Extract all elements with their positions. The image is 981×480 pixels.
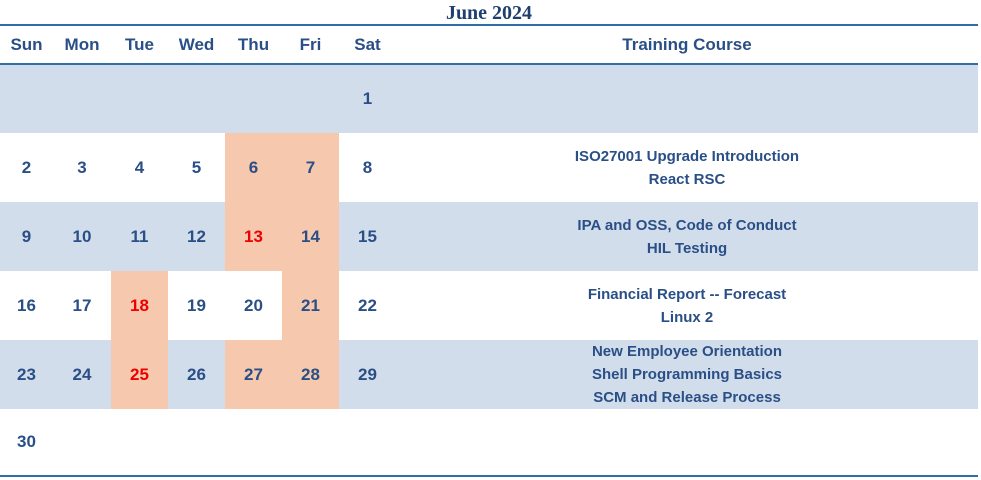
day-cell-sun: 16: [17, 296, 36, 315]
week-band-3: [0, 202, 978, 271]
training-day-highlight: [282, 202, 339, 271]
day-cell-wed: 26: [187, 365, 206, 384]
day-cell-thu: 20: [244, 296, 263, 315]
course-list-week-2: ISO27001 Upgrade Introduction React RSC: [396, 133, 978, 202]
header-tue: Tue: [125, 35, 154, 54]
bottom-rule: [0, 475, 978, 477]
header-fri: Fri: [299, 35, 322, 54]
training-day-highlight: [282, 133, 339, 202]
day-cell-sun: 23: [17, 365, 36, 384]
course-item: IPA and OSS, Code of Conduct: [577, 216, 797, 234]
day-cell-fri: 21: [301, 296, 320, 315]
day-cell-sat: 29: [358, 365, 377, 384]
day-cell-mon: 17: [72, 296, 92, 315]
day-cell-sat: 22: [358, 296, 377, 315]
day-cell-mon: 24: [72, 365, 92, 384]
header-training-course: Training Course: [622, 35, 752, 54]
top-rule: [0, 24, 978, 26]
day-cell-sat: 1: [362, 89, 373, 108]
training-day-highlight: [225, 133, 282, 202]
day-cell-fri: 14: [301, 227, 320, 246]
day-cell-thu: 13: [244, 227, 263, 246]
day-cell-fri: 28: [301, 365, 320, 384]
course-item: New Employee Orientation: [591, 343, 783, 360]
header-mon: Mon: [64, 35, 100, 54]
day-cell-thu: 6: [248, 158, 259, 177]
header-thu: Thu: [237, 35, 270, 54]
day-cell-wed: 5: [191, 158, 202, 177]
day-cell-tue: 11: [130, 227, 149, 246]
course-item: Financial Report -- Forecast: [587, 285, 787, 303]
course-item: Shell Programming Basics: [591, 366, 783, 383]
course-list-week-3: IPA and OSS, Code of Conduct HIL Testing: [396, 202, 978, 271]
week-band-1: [0, 65, 978, 133]
training-day-highlight: [111, 271, 168, 340]
day-cell-sun: 2: [21, 158, 32, 177]
day-cell-tue: 18: [130, 296, 149, 315]
header-wed: Wed: [178, 35, 215, 54]
training-day-highlight: [111, 340, 168, 409]
day-cell-wed: 12: [187, 227, 206, 246]
day-cell-tue: 4: [134, 158, 145, 177]
day-cell-sun: 30: [17, 432, 36, 451]
day-cell-tue: 25: [130, 365, 149, 384]
course-item: Linux 2: [660, 308, 714, 326]
day-cell-mon: 10: [72, 227, 92, 246]
header-sat: Sat: [354, 35, 381, 54]
day-cell-wed: 19: [187, 296, 206, 315]
training-day-highlight: [282, 271, 339, 340]
course-list-week-4: Financial Report -- Forecast Linux 2: [396, 271, 978, 340]
day-cell-sun: 9: [21, 227, 32, 246]
course-item: HIL Testing: [646, 239, 728, 257]
day-cell-sat: 8: [362, 158, 373, 177]
day-cell-sat: 15: [358, 227, 377, 246]
day-cell-mon: 3: [77, 158, 87, 177]
day-cell-thu: 27: [244, 365, 263, 384]
training-day-highlight: [282, 340, 339, 409]
course-item: SCM and Release Process: [593, 389, 781, 406]
header-rule: [0, 63, 978, 65]
course-item: React RSC: [648, 170, 726, 188]
training-day-highlight: [225, 202, 282, 271]
course-item: ISO27001 Upgrade Introduction: [574, 147, 800, 165]
course-list-week-5: New Employee Orientation Shell Programmin…: [396, 340, 978, 409]
training-day-highlight: [225, 340, 282, 409]
header-sun: Sun: [10, 35, 43, 54]
calendar-title: June 2024: [445, 2, 533, 24]
day-cell-fri: 7: [305, 158, 316, 177]
